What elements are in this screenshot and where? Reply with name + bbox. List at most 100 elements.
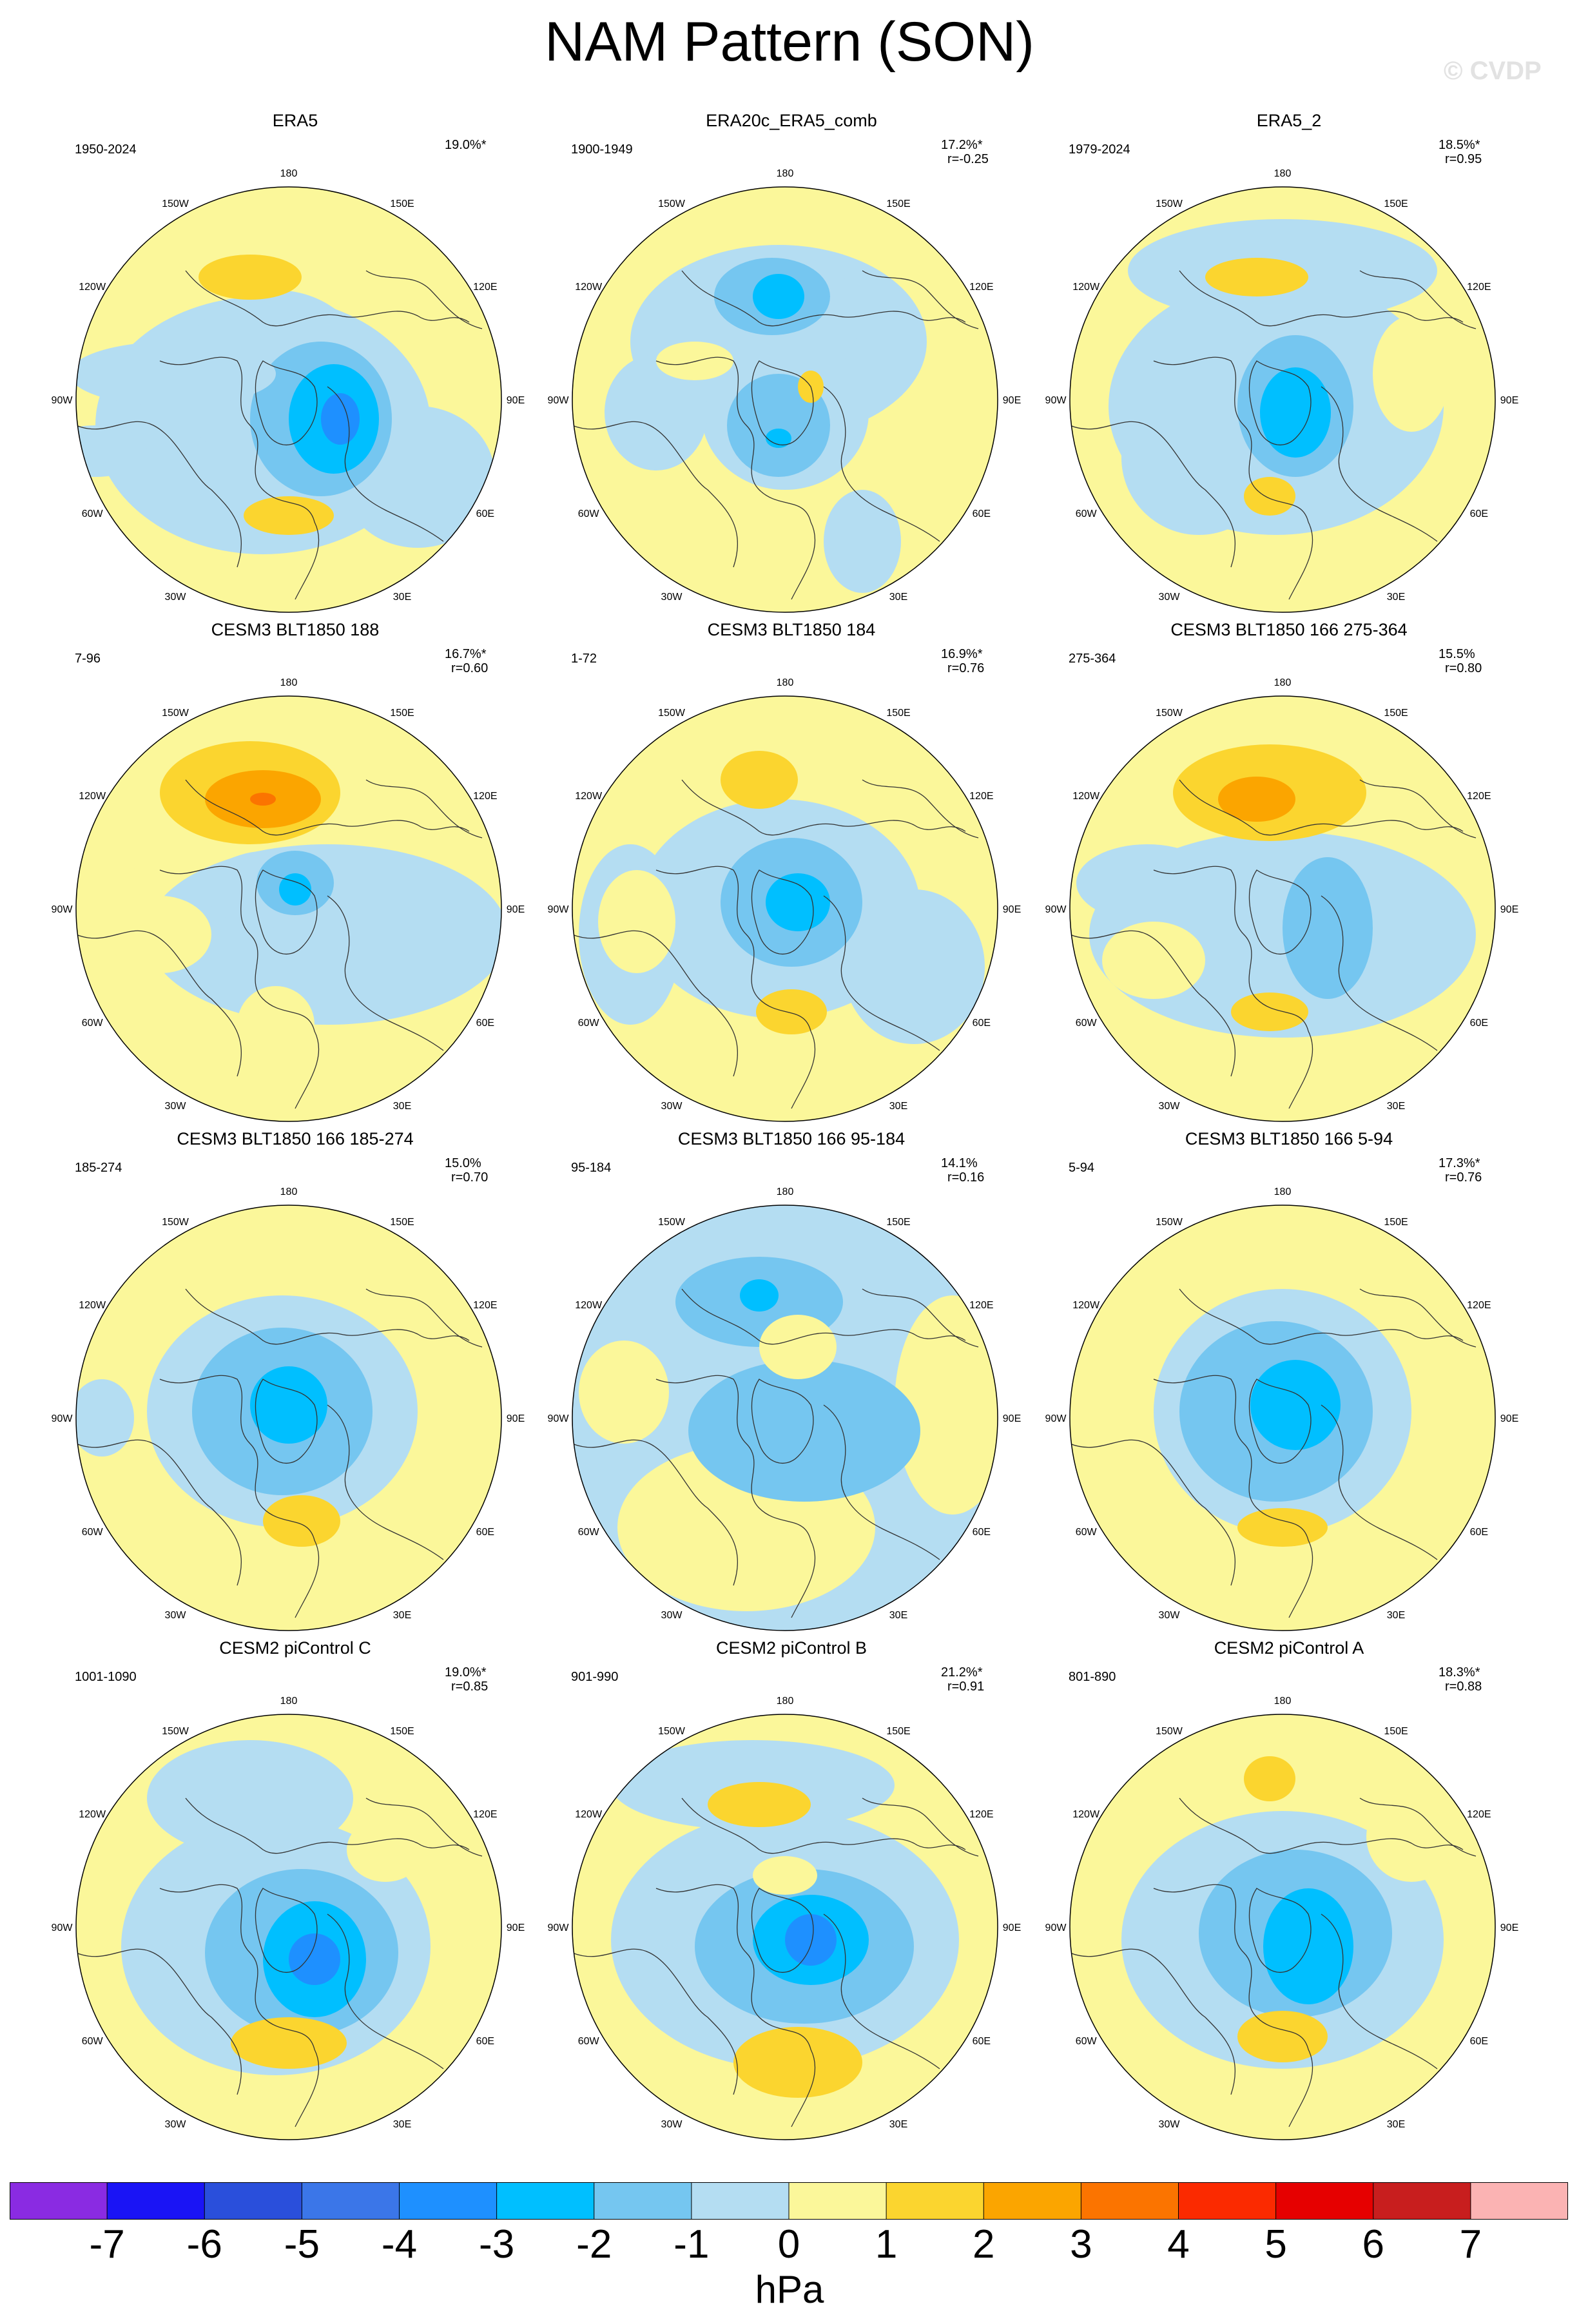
anomaly-contour — [785, 1914, 837, 1966]
longitude-label: 120E — [969, 791, 993, 802]
longitude-label: 60E — [973, 1018, 991, 1029]
coastline — [1248, 1888, 1312, 1973]
anomaly-contour — [766, 429, 791, 448]
panel-variance-stats: 17.2%* r=-0.25 — [941, 138, 1038, 166]
panel-variance: 21.2%* — [941, 1665, 983, 1680]
longitude-label: 150E — [390, 199, 414, 209]
anomaly-contour — [1283, 857, 1373, 999]
colorbar-cell — [1178, 2182, 1277, 2220]
panel-years: 1-72 — [571, 652, 597, 666]
panel-years: 5-94 — [1069, 1161, 1095, 1175]
map-boundary — [572, 1205, 998, 1631]
longitude-label: 30E — [1387, 1101, 1405, 1112]
longitude-label: 30E — [393, 592, 411, 603]
panel-title: ERA5 — [272, 111, 318, 130]
longitude-label: 180 — [1274, 1186, 1292, 1197]
longitude-label: 120W — [575, 282, 603, 293]
longitude-label: 60E — [1470, 2036, 1488, 2047]
coastline — [1359, 270, 1477, 329]
longitude-labels: 180150E120E90E60E30E030W60W90W120W150W — [52, 1186, 525, 1621]
coastline — [1153, 1375, 1313, 1618]
longitude-label: 120E — [1467, 791, 1491, 802]
longitude-label: 180 — [777, 168, 794, 179]
anomaly-contour — [244, 496, 334, 535]
map-panel: CESM2 piControl B 901-990 21.2%* r=0.91 180 1… — [541, 1637, 1041, 2146]
colorbar-tick-label: 2 — [973, 2222, 995, 2267]
longitude-label: 150E — [1384, 708, 1408, 719]
coastline — [1179, 270, 1464, 327]
longitude-label: 30W — [661, 592, 683, 603]
anomaly-contour — [843, 889, 985, 1044]
colorbar-cell — [302, 2182, 400, 2220]
coastline — [823, 1404, 940, 1560]
longitude-label: 90E — [1003, 395, 1021, 406]
longitude-label: 30E — [889, 592, 907, 603]
colorbar-cell — [1275, 2182, 1374, 2220]
colorbar-cell — [496, 2182, 595, 2220]
panel-variance: 19.0%* — [445, 138, 487, 152]
anomaly-contour — [250, 793, 276, 806]
anomaly-contour — [289, 1933, 340, 1985]
panel-variance: 14.1% — [941, 1156, 978, 1170]
longitude-label: 120E — [1467, 1809, 1491, 1820]
anomaly-contour — [1218, 777, 1295, 822]
anomaly-contour — [1244, 1756, 1295, 1801]
longitude-label: 120E — [969, 282, 993, 293]
colorbar-cell — [1081, 2182, 1179, 2220]
longitude-label: 120W — [575, 1809, 603, 1820]
colorbar-tick-label: 0 — [777, 2222, 800, 2267]
coastline — [255, 869, 318, 954]
anomaly-contour — [1244, 477, 1295, 516]
longitude-label: 150W — [1156, 1726, 1183, 1737]
coastline — [1070, 1948, 1236, 2095]
panel-title: CESM3 BLT1850 166 5-94 — [1185, 1129, 1393, 1148]
longitude-label: 30E — [1387, 2119, 1405, 2130]
coastline — [1070, 1439, 1236, 1586]
figure-title: NAM Pattern (SON) — [545, 11, 1034, 73]
panel-title: CESM3 BLT1850 166 275-364 — [1170, 620, 1408, 639]
colorbar-cell — [10, 2182, 108, 2220]
longitude-label: 90W — [1045, 395, 1067, 406]
panel-variance: 17.2%* — [941, 138, 983, 152]
longitude-labels: 180150E120E90E60E30E030W60W90W120W150W — [1045, 168, 1519, 603]
panel-pattern-correlation: r=0.85 — [451, 1680, 489, 1694]
panel-years: 1900-1949 — [571, 142, 633, 157]
coastline — [185, 270, 470, 327]
coastline — [185, 779, 470, 836]
longitude-label: 90E — [507, 1413, 525, 1424]
anomaly-contour — [1373, 316, 1450, 432]
anomaly-contour — [688, 1360, 920, 1502]
cvdp-watermark: © CVDP — [1444, 57, 1542, 85]
colorbar-cell — [1373, 2182, 1471, 2220]
longitude-label: 60W — [82, 508, 104, 519]
polar-map — [1069, 186, 1496, 613]
panel-variance: 17.3%* — [1439, 1156, 1480, 1170]
coastline — [655, 1375, 816, 1618]
panel-title: CESM3 BLT1850 184 — [707, 620, 876, 639]
panel-years: 901-990 — [571, 1670, 619, 1684]
panel-variance: 16.9%* — [941, 647, 983, 661]
anomaly-contour — [1250, 1360, 1341, 1450]
panel-pattern-correlation: r=0.60 — [451, 661, 489, 675]
longitude-label: 60W — [1076, 1527, 1098, 1538]
coastline — [572, 1948, 739, 2095]
longitude-label: 90W — [548, 1922, 570, 1933]
longitude-label: 90W — [1045, 1413, 1067, 1424]
longitude-label: 120W — [575, 1300, 603, 1311]
coastline — [823, 386, 940, 542]
longitude-label: 150E — [1384, 1726, 1408, 1737]
longitude-label: 90E — [1500, 395, 1518, 406]
polar-map — [75, 695, 502, 1122]
coastline — [1321, 1913, 1438, 2069]
longitude-label: 120E — [473, 1809, 497, 1820]
longitude-label: 60W — [82, 2036, 104, 2047]
panel-years: 275-364 — [1069, 652, 1116, 666]
coastline — [572, 421, 739, 568]
longitude-label: 90W — [548, 1413, 570, 1424]
anomaly-contour — [756, 989, 827, 1034]
map-boundary — [572, 695, 998, 1122]
longitude-label: 120E — [1467, 282, 1491, 293]
longitude-label: 60W — [578, 1527, 600, 1538]
panel-variance-stats: 18.5%* r=0.95 — [1439, 138, 1535, 166]
longitude-label: 90E — [507, 904, 525, 915]
